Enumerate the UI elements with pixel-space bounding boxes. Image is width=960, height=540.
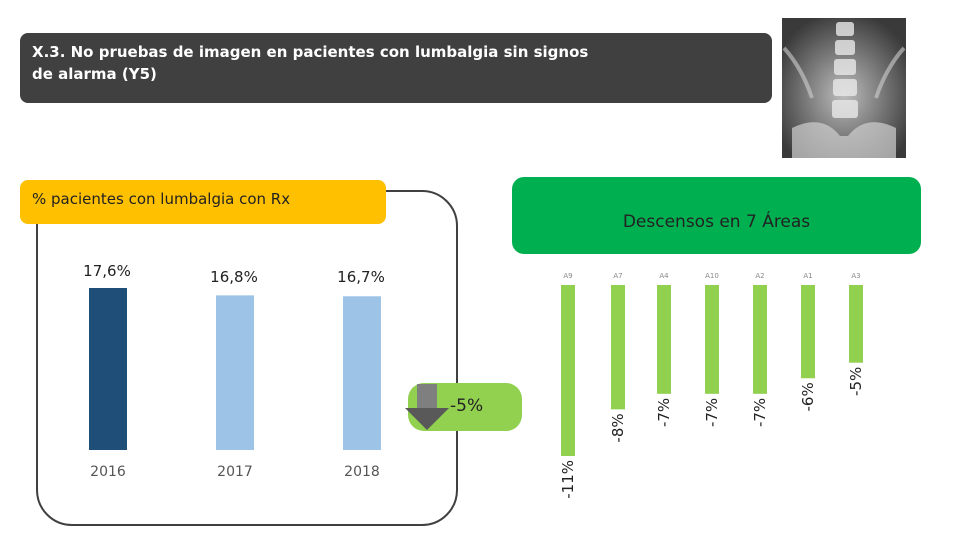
category-label-2017: 2017 <box>217 464 253 480</box>
area-label-A1: A1 <box>803 272 812 280</box>
drop-bar-A4 <box>657 285 671 394</box>
bar-2017 <box>216 295 254 450</box>
drop-bar-A7 <box>611 285 625 410</box>
left-chart-title: % pacientes con lumbalgia con Rx <box>20 180 386 224</box>
drop-bar-A10 <box>705 285 719 394</box>
value-label-2018: 16,7% <box>337 268 385 286</box>
drop-bar-A3 <box>849 285 863 363</box>
drop-label-A10: -7% <box>703 398 721 427</box>
area-label-A3: A3 <box>851 272 860 280</box>
area-label-A2: A2 <box>755 272 764 280</box>
category-label-2016: 2016 <box>90 464 126 480</box>
value-label-2017: 16,8% <box>210 268 258 286</box>
drop-bar-A9 <box>561 285 575 456</box>
right-chart-title: Descensos en 7 Áreas <box>512 177 921 254</box>
area-label-A7: A7 <box>613 272 622 280</box>
slide-title-line2: de alarma (Y5) <box>32 65 157 83</box>
drop-bar-A2 <box>753 285 767 394</box>
change-label: -5% <box>450 396 484 416</box>
bar-2018 <box>343 296 381 450</box>
drop-label-A2: -7% <box>751 398 769 427</box>
drop-label-A1: -6% <box>799 382 817 411</box>
arrow-down-icon <box>405 384 449 430</box>
xray-spine-icon <box>782 18 906 158</box>
slide-title-line1: X.3. No pruebas de imagen en pacientes c… <box>32 43 589 61</box>
drop-label-A4: -7% <box>655 398 673 427</box>
area-label-A4: A4 <box>659 272 669 280</box>
category-label-2018: 2018 <box>344 464 380 480</box>
value-label-2016: 17,6% <box>83 262 131 280</box>
xray-spine-image <box>782 18 906 158</box>
slide-title: X.3. No pruebas de imagen en pacientes c… <box>20 33 772 103</box>
drop-label-A9: -11% <box>559 460 577 499</box>
area-label-A9: A9 <box>563 272 572 280</box>
drop-bar-A1 <box>801 285 815 379</box>
drop-label-A3: -5% <box>847 367 865 396</box>
area-label-A10: A10 <box>705 272 719 280</box>
bar-2016 <box>89 288 127 450</box>
drop-label-A7: -8% <box>609 413 627 442</box>
